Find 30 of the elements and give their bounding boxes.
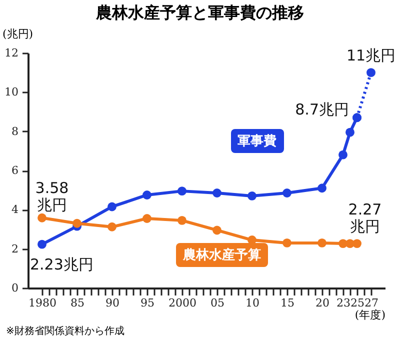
text: ※財務省関係資料から作成 <box>6 324 124 338</box>
x-tick-label: 05 <box>210 296 224 310</box>
x-tick-label: 2000 <box>168 296 196 310</box>
x-tick-label: 95 <box>140 296 154 310</box>
y-tick-label: 12 <box>4 46 18 60</box>
series-label: 農林水産予算 <box>176 242 268 267</box>
y-tick-label: 4 <box>12 203 18 216</box>
data-label: 11兆円 <box>346 46 396 65</box>
y-tick-label: 8 <box>12 124 18 138</box>
x-tick-label: 90 <box>106 296 120 310</box>
x-tick-label: 27 <box>364 296 378 310</box>
data-label: 2.23兆円 <box>30 255 94 274</box>
x-tick-label: 15 <box>280 296 294 310</box>
data-label: 3.58兆円 <box>35 178 69 214</box>
y-tick-label: 2 <box>12 242 18 256</box>
data-label: 2.27兆円 <box>348 200 382 236</box>
x-tick-label: 10 <box>246 296 260 310</box>
y-axis-title: (兆円) <box>2 28 34 40</box>
x-tick-label: 85 <box>70 296 84 310</box>
y-tick-label: 6 <box>12 164 18 177</box>
x-tick-label: 25 <box>350 296 364 310</box>
chart-title: 農林水産予算と軍事費の推移 <box>95 2 305 24</box>
text: 軍事費 <box>230 129 284 154</box>
y-tick-label: 0 <box>12 282 18 294</box>
data-label: 8.7兆円 <box>295 100 349 119</box>
x-tick-label: 23 <box>336 296 350 310</box>
x-tick-label: 1980 <box>28 296 56 310</box>
y-tick-label: 10 <box>4 86 18 99</box>
x-tick-label: 20 <box>316 296 330 310</box>
x-axis-title: (年度) <box>354 308 386 322</box>
